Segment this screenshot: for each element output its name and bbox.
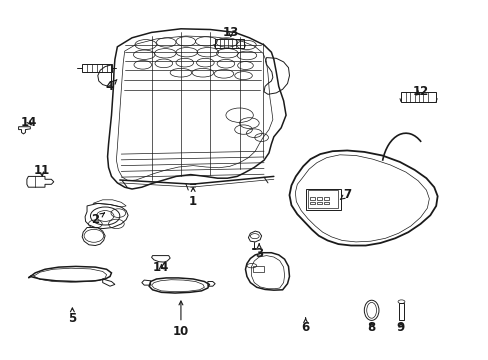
Bar <box>305 189 340 210</box>
Text: 6: 6 <box>301 318 309 334</box>
Text: 14: 14 <box>153 261 169 274</box>
Bar <box>398 303 403 320</box>
Text: 7: 7 <box>340 188 350 201</box>
Text: 2: 2 <box>91 213 104 226</box>
Bar <box>323 197 328 200</box>
Bar <box>253 266 264 272</box>
Text: 1: 1 <box>189 188 197 208</box>
Text: 8: 8 <box>367 321 375 334</box>
Bar <box>82 64 112 72</box>
Text: 4: 4 <box>106 80 117 93</box>
Text: 11: 11 <box>33 165 50 177</box>
Text: 12: 12 <box>411 85 428 98</box>
Text: 3: 3 <box>255 244 263 260</box>
Bar <box>316 202 321 204</box>
Bar <box>309 202 314 204</box>
Bar <box>309 197 314 200</box>
Text: 5: 5 <box>68 308 76 325</box>
Bar <box>316 197 321 200</box>
Text: 13: 13 <box>222 26 239 39</box>
Text: 14: 14 <box>21 116 38 129</box>
Bar <box>307 190 338 208</box>
Text: 9: 9 <box>396 321 404 334</box>
Bar <box>400 92 435 102</box>
Bar <box>215 39 244 48</box>
Text: 10: 10 <box>172 301 189 338</box>
Bar <box>323 202 328 204</box>
